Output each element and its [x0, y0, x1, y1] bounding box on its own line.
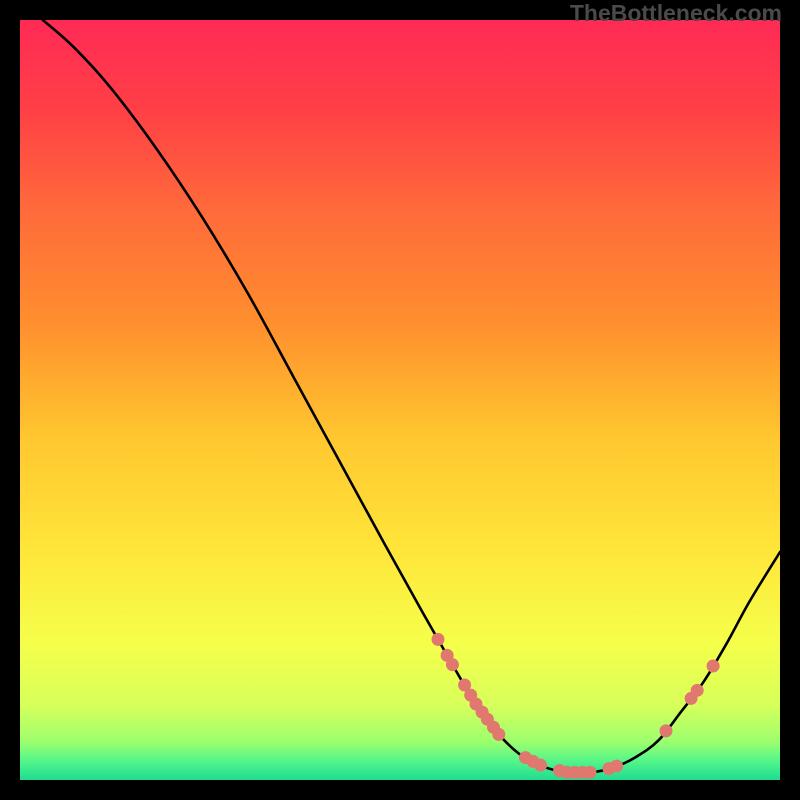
curve-layer	[20, 20, 780, 780]
data-marker	[432, 633, 444, 645]
data-marker	[691, 684, 703, 696]
data-marker	[446, 659, 458, 671]
data-markers	[432, 633, 719, 778]
data-marker	[493, 728, 505, 740]
data-marker	[611, 760, 623, 772]
data-marker	[535, 759, 547, 771]
data-marker	[660, 725, 672, 737]
data-marker	[584, 766, 596, 778]
data-marker	[707, 660, 719, 672]
bottleneck-curve	[43, 20, 780, 773]
watermark-text: TheBottleneck.com	[570, 0, 782, 27]
plot-area	[20, 20, 780, 780]
